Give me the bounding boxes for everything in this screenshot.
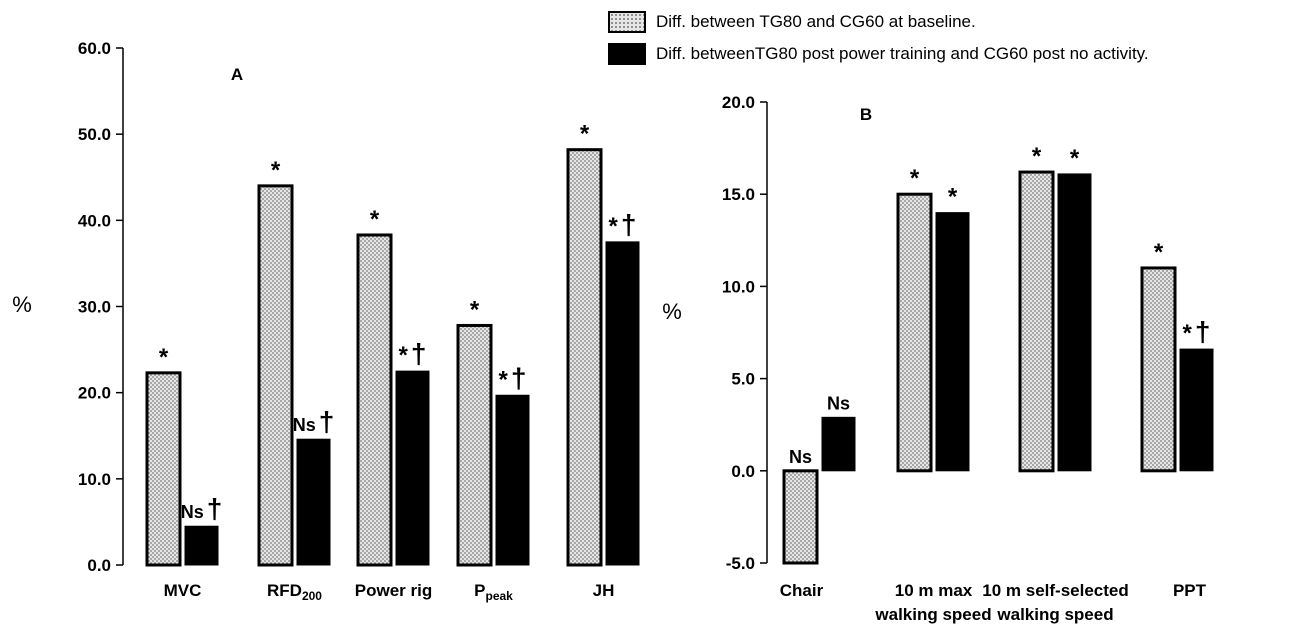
legend-item-baseline: Diff. between TG80 and CG60 at baseline.	[608, 6, 1149, 38]
panel-b-bar-dotted	[1018, 170, 1055, 473]
legend-item-post: Diff. betweenTG80 post power training an…	[608, 38, 1149, 70]
panel-a-y-tick-label: 10.0	[78, 470, 111, 489]
panel-a-bar-annotation: *	[580, 121, 590, 148]
panel-b-y-tick-label: 15.0	[722, 185, 755, 204]
panel-a-bar-annotation: Ns †	[181, 493, 223, 524]
panel-b-y-tick-label: 0.0	[731, 462, 755, 481]
panel-b-bar-annotation: *	[1070, 145, 1080, 172]
panel-b-category-label-line2: walking speed	[874, 605, 991, 624]
panel-b-panel-label: B	[860, 105, 872, 124]
panel-a: 0.0 10.0 20.0 30.0 40.0 50.0 60.0% A * Ns † MVC * Ns †…	[12, 39, 640, 603]
panel-a-y-tick-label: 50.0	[78, 125, 111, 144]
panel-a-bar-dotted	[456, 323, 493, 567]
panel-b-category-label-line2: walking speed	[996, 605, 1113, 624]
panel-b-y-tick-label: 10.0	[722, 277, 755, 296]
panel-b-bar-dotted	[1140, 266, 1177, 473]
panel-a-y-tick-label: 0.0	[87, 556, 111, 575]
panel-b-bar-annotation: *	[1154, 239, 1164, 266]
panel-b-y-label: %	[662, 299, 682, 324]
panel-a-bar-dotted	[566, 148, 603, 567]
panel-a-bar-solid	[395, 370, 430, 566]
panel-b-category-label: Chair	[780, 581, 824, 600]
panel-b: -5.0 0.0 5.0 10.0 15.0 20.0% B Ns Ns Chair * * 10 m …	[662, 93, 1214, 624]
panel-a-category-label: MVC	[164, 581, 202, 600]
legend-label-post: Diff. betweenTG80 post power training an…	[656, 44, 1149, 63]
panel-a-bar-annotation: *	[470, 296, 480, 323]
panel-a-panel-label: A	[231, 65, 243, 84]
panel-b-y-tick-label: 5.0	[731, 370, 755, 389]
panel-b-category-label: PPT	[1173, 581, 1207, 600]
panel-a-y-tick-label: 30.0	[78, 298, 111, 317]
panel-a-category-label: Ppeak	[474, 581, 513, 603]
panel-b-y-tick-label: -5.0	[726, 554, 755, 573]
panel-b-bar-annotation: Ns	[827, 393, 850, 413]
panel-a-bar-annotation: * †	[499, 362, 527, 393]
panel-a-bar-annotation: *	[370, 206, 380, 233]
panel-a-bar-solid	[495, 394, 530, 566]
panel-b-category-label: 10 m max	[895, 581, 973, 600]
panel-a-bar-annotation: * †	[609, 209, 637, 240]
panel-a-bar-solid	[605, 241, 640, 566]
panel-a-bar-dotted	[145, 371, 182, 567]
panel-b-category-label: 10 m self-selected	[982, 581, 1128, 600]
panel-a-y-tick-label: 60.0	[78, 39, 111, 58]
panel-b-bar-solid	[821, 416, 856, 472]
panel-a-bar-annotation: *	[159, 344, 169, 371]
panel-b-bar-annotation: * †	[1183, 316, 1211, 347]
legend-swatch-solid	[608, 43, 646, 65]
panel-a-bar-solid	[296, 438, 331, 566]
panel-b-bar-annotation: Ns	[789, 447, 812, 467]
panel-a-bar-solid	[184, 525, 219, 566]
panel-b-bar-dotted	[896, 192, 933, 473]
panel-a-bar-dotted	[257, 184, 294, 567]
panel-b-bar-solid	[1057, 173, 1092, 472]
panel-a-y-tick-label: 40.0	[78, 211, 111, 230]
panel-b-bar-annotation: *	[948, 184, 958, 211]
panel-a-category-label: JH	[593, 581, 615, 600]
panel-a-category-label: Power rig	[355, 581, 432, 600]
panel-b-bar-dotted	[782, 469, 819, 565]
panel-a-bar-annotation: * †	[399, 338, 427, 369]
panel-a-y-tick-label: 20.0	[78, 384, 111, 403]
legend-swatch-dotted	[608, 11, 646, 33]
panel-b-bar-annotation: *	[910, 165, 920, 192]
panel-b-y-tick-label: 20.0	[722, 93, 755, 112]
panel-a-bar-annotation: Ns †	[293, 406, 335, 437]
legend: Diff. between TG80 and CG60 at baseline.…	[608, 6, 1149, 70]
panel-a-bar-annotation: *	[271, 157, 281, 184]
panel-a-category-label: RFD200	[267, 581, 322, 603]
panel-b-bar-solid	[1179, 348, 1214, 472]
panel-b-bar-solid	[935, 212, 970, 472]
panel-b-bar-annotation: *	[1032, 143, 1042, 170]
panel-a-bar-dotted	[356, 233, 393, 567]
panel-a-y-label: %	[12, 292, 32, 317]
legend-label-baseline: Diff. between TG80 and CG60 at baseline.	[656, 12, 976, 31]
